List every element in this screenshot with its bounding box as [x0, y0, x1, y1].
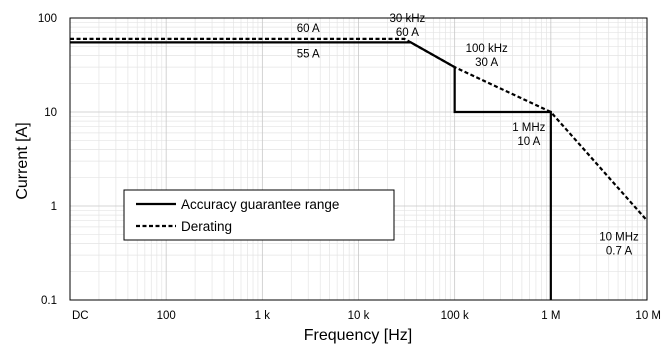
annotation: 60 A	[297, 23, 320, 35]
annotation-line: 10 A	[517, 136, 540, 148]
annotation: 100 kHz 30 A	[466, 43, 508, 69]
annotation-line: 0.7 A	[606, 246, 633, 258]
annotation-line: 30 A	[475, 57, 498, 69]
y-tick-label: 0.1	[41, 295, 57, 307]
x-tick-label: 100 k	[441, 310, 469, 322]
annotations: 60 A 55 A 30 kHz 60 A 100 kHz 30 A 1 MHz 10 A 10…	[297, 13, 639, 258]
annotation-line: 30 kHz	[389, 13, 425, 25]
y-tick-labels: 100 10 1 0.1	[38, 13, 57, 307]
annotation: 10 MHz 0.7 A	[599, 232, 639, 258]
annotation-line: 100 kHz	[466, 43, 508, 55]
y-tick-label: 1	[51, 201, 57, 213]
legend-label-accuracy: Accuracy guarantee range	[181, 197, 339, 212]
annotation-line: 1 MHz	[512, 122, 545, 134]
series-line-accuracy	[70, 41, 552, 300]
x-tick-label: DC	[72, 310, 89, 322]
annotation-line: 10 MHz	[599, 232, 639, 244]
x-tick-labels: DC 100 1 k 10 k 100 k 1 M 10 M	[72, 310, 661, 322]
annotation-line: 60 A	[297, 23, 320, 35]
plot-frame	[69, 17, 648, 301]
series-layer	[70, 37, 648, 300]
x-tick-label: 100	[157, 310, 176, 322]
y-tick-label: 10	[44, 107, 57, 119]
y-tick-label: 100	[38, 13, 57, 25]
x-tick-label: 1 k	[255, 310, 271, 322]
x-tick-label: 10 k	[348, 310, 370, 322]
series-line-derating	[70, 37, 648, 222]
y-axis-label: Current [A]	[14, 122, 31, 199]
x-tick-label: 10 M	[635, 310, 661, 322]
annotation-line: 55 A	[297, 48, 320, 60]
legend: Accuracy guarantee range Derating	[123, 189, 395, 241]
annotation: 30 kHz 60 A	[389, 13, 425, 39]
x-tick-label: 1 M	[541, 310, 560, 322]
legend-box	[123, 189, 395, 241]
annotation-line: 60 A	[396, 27, 419, 39]
annotation: 55 A	[297, 48, 320, 60]
annotation: 1 MHz 10 A	[512, 122, 545, 148]
legend-label-derating: Derating	[181, 219, 232, 234]
x-axis-label: Frequency [Hz]	[304, 327, 412, 344]
